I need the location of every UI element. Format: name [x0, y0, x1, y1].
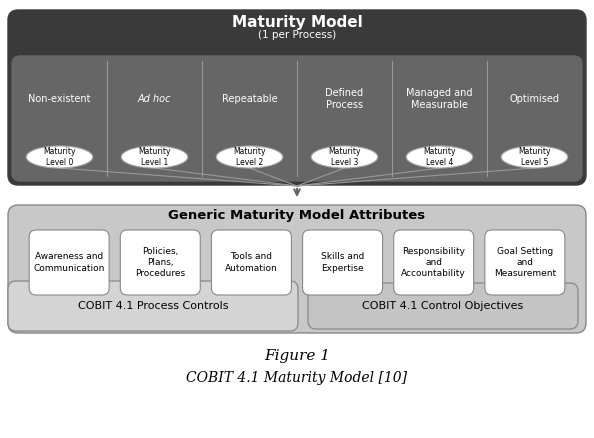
FancyBboxPatch shape: [121, 230, 200, 295]
Ellipse shape: [501, 146, 568, 168]
Text: Maturity Model: Maturity Model: [232, 14, 362, 29]
FancyBboxPatch shape: [12, 56, 582, 181]
Text: Repeatable: Repeatable: [222, 94, 277, 104]
FancyBboxPatch shape: [308, 283, 578, 329]
Text: Non-existent: Non-existent: [29, 94, 91, 104]
Text: Defined
Process: Defined Process: [326, 88, 364, 110]
Text: Managed and
Measurable: Managed and Measurable: [406, 88, 473, 110]
FancyBboxPatch shape: [8, 10, 586, 185]
Text: Policies,
Plans,
Procedures: Policies, Plans, Procedures: [135, 247, 185, 278]
FancyBboxPatch shape: [394, 230, 473, 295]
Text: COBIT 4.1 Maturity Model [10]: COBIT 4.1 Maturity Model [10]: [187, 371, 407, 385]
FancyBboxPatch shape: [211, 230, 292, 295]
Text: COBIT 4.1 Control Objectives: COBIT 4.1 Control Objectives: [362, 301, 524, 311]
FancyBboxPatch shape: [29, 230, 109, 295]
Text: Maturity
Level 3: Maturity Level 3: [328, 147, 361, 167]
Text: Generic Maturity Model Attributes: Generic Maturity Model Attributes: [169, 208, 425, 222]
FancyBboxPatch shape: [8, 205, 586, 333]
Text: Maturity
Level 1: Maturity Level 1: [138, 147, 170, 167]
Text: Maturity
Level 5: Maturity Level 5: [518, 147, 551, 167]
Text: COBIT 4.1 Process Controls: COBIT 4.1 Process Controls: [78, 301, 228, 311]
Text: Ad hoc: Ad hoc: [138, 94, 171, 104]
Text: Figure 1: Figure 1: [264, 349, 330, 363]
FancyBboxPatch shape: [485, 230, 565, 295]
Ellipse shape: [216, 146, 283, 168]
FancyBboxPatch shape: [302, 230, 383, 295]
FancyBboxPatch shape: [8, 281, 298, 331]
Ellipse shape: [26, 146, 93, 168]
Ellipse shape: [121, 146, 188, 168]
Ellipse shape: [406, 146, 473, 168]
Text: Awareness and
Communication: Awareness and Communication: [33, 252, 105, 272]
Text: Goal Setting
and
Measurement: Goal Setting and Measurement: [494, 247, 556, 278]
Text: Maturity
Level 4: Maturity Level 4: [424, 147, 456, 167]
Text: Maturity
Level 2: Maturity Level 2: [233, 147, 266, 167]
Text: Skills and
Expertise: Skills and Expertise: [321, 252, 364, 272]
Text: Maturity
Level 0: Maturity Level 0: [43, 147, 76, 167]
Text: Optimised: Optimised: [510, 94, 560, 104]
Text: (1 per Process): (1 per Process): [258, 30, 336, 40]
Ellipse shape: [311, 146, 378, 168]
Text: Tools and
Automation: Tools and Automation: [225, 252, 278, 272]
Text: Responsibility
and
Accountability: Responsibility and Accountability: [402, 247, 466, 278]
